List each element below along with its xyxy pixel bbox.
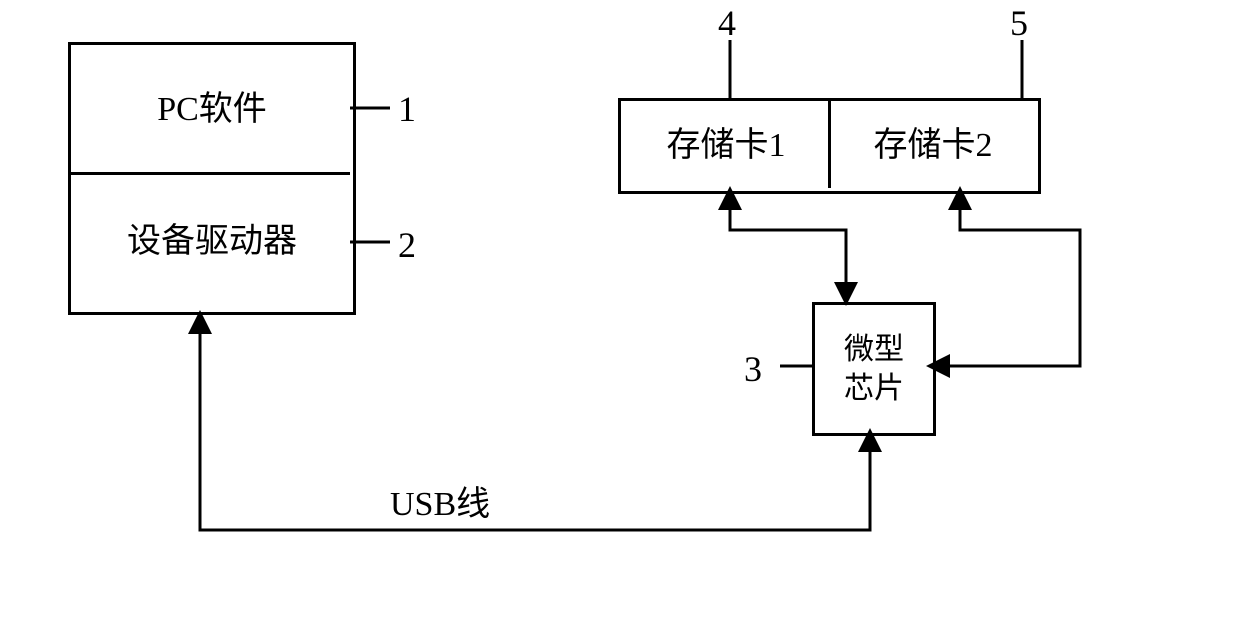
ref-2: 2 [398,224,416,266]
node-microchip: 微型 芯片 [812,302,936,436]
edge-chip-mem2 [930,190,1080,366]
divider-pc-driver [68,172,350,175]
edge-chip-mem1 [730,190,846,302]
node-mem2-label: 存储卡2 [874,126,993,167]
divider-mem [828,98,831,188]
node-device-driver-label: 设备驱动器 [127,222,297,263]
node-mem1: 存储卡1 [618,98,834,194]
ref-5: 5 [1010,2,1028,44]
node-pc-software-label: PC软件 [157,90,267,131]
edge-usb [200,314,870,530]
node-device-driver: 设备驱动器 [68,172,356,315]
label-usb: USB线 [390,476,490,525]
ref-3: 3 [744,348,762,390]
ref-4: 4 [718,2,736,44]
node-pc-software: PC软件 [68,42,356,178]
node-mem1-label: 存储卡1 [667,126,786,167]
node-mem2: 存储卡2 [828,98,1041,194]
ref-1: 1 [398,88,416,130]
node-microchip-label: 微型 芯片 [844,330,904,408]
